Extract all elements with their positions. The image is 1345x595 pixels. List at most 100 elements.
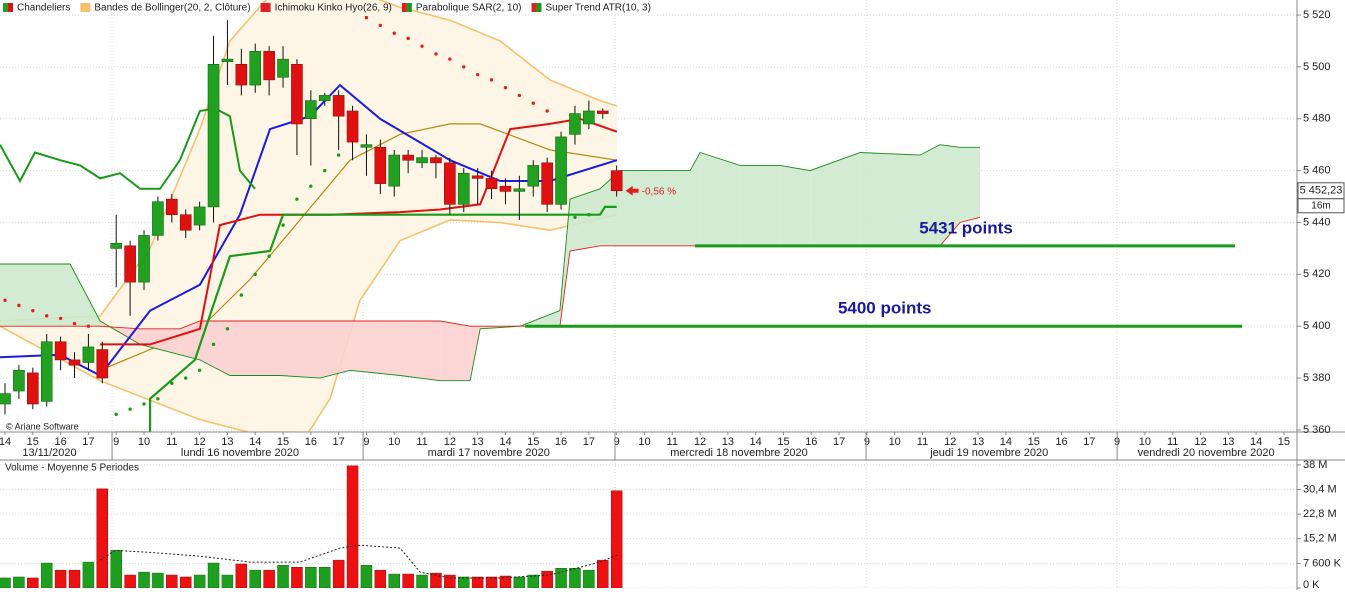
sar-dot (72, 321, 77, 326)
x-tick-label: 14 (0, 436, 11, 448)
candle-body (596, 110, 609, 114)
x-tick-label: 10 (1139, 436, 1151, 448)
sar-dot (45, 314, 49, 318)
legend-swatch (80, 3, 91, 12)
x-tick-label: 13 (722, 436, 734, 448)
cloud-fill (0, 263, 71, 327)
y-tick-label: 5 440 (1303, 216, 1331, 228)
volume-bar (82, 561, 95, 588)
legend-label: Parabolique SAR(2, 10) (416, 3, 522, 14)
y-tick-label: 5 380 (1303, 372, 1331, 384)
x-tick-label: 14 (750, 436, 762, 448)
candle-body (541, 162, 553, 205)
sar-dot (462, 65, 466, 69)
candle-body (96, 349, 109, 379)
cloud-fill (229, 321, 280, 376)
x-tick-label: 10 (638, 436, 650, 448)
band-upper (0, 0, 618, 322)
x-tick-label: 11 (416, 436, 427, 448)
y-tick-label: 7 600 K (1303, 557, 1342, 569)
candle-body (249, 51, 262, 86)
volume-title: Volume - Moyenne 5 Periodes (5, 463, 139, 474)
x-tick-label: 10 (388, 436, 400, 448)
y-tick-label: 0 K (1303, 579, 1320, 590)
candle-body (374, 146, 387, 184)
sar-dot (197, 368, 202, 372)
candle-body (82, 346, 95, 363)
volume-bar (458, 576, 470, 588)
candle-body (110, 242, 123, 249)
day-label: lundi 16 novembre 2020 (181, 447, 299, 459)
x-tick-label: 14 (1250, 436, 1262, 448)
candle-body (291, 64, 303, 125)
legend-label: Ichimoku Kinko Hyo(26, 9) (275, 3, 392, 14)
level-label: 5400 points (838, 299, 932, 318)
candle-body (27, 372, 39, 405)
day-label: 13/11/2020 (22, 447, 76, 459)
volume-bar (277, 565, 289, 588)
x-tick-label: 16 (1055, 436, 1067, 448)
candle-body (485, 178, 498, 190)
sar-dot (142, 402, 146, 406)
volume-bar (291, 567, 303, 588)
candle-body (527, 165, 540, 187)
legend-swatch (8, 3, 13, 12)
level-label: 5431 points (919, 218, 1013, 237)
cloud-fill (700, 152, 741, 246)
sar-dot (378, 23, 383, 28)
candle-body (457, 172, 470, 205)
sar-dot (323, 168, 327, 173)
sar-dot (114, 412, 118, 417)
x-tick-label: 17 (82, 436, 94, 448)
sar-dot (489, 78, 494, 82)
volume-bar (0, 577, 11, 588)
volume-bar (569, 567, 581, 588)
candle-body (40, 341, 53, 402)
sar-dot (3, 298, 7, 302)
cloud-fill (350, 321, 401, 376)
sar-dot (475, 72, 480, 77)
volume-bar (416, 574, 428, 588)
volume-bar (388, 573, 400, 588)
copyright: © Ariane Software (6, 421, 79, 431)
legend-swatch (401, 3, 407, 12)
x-tick-label: 13 (221, 436, 233, 448)
sar-dot (58, 316, 63, 321)
volume-bar (235, 563, 248, 588)
candle-body (346, 110, 359, 143)
volume-bar (527, 574, 540, 588)
candle-body (179, 214, 192, 231)
legend-swatch (531, 3, 537, 12)
y-tick-label: 30,4 M (1303, 483, 1337, 495)
volume-bar (430, 572, 442, 588)
candle-body (124, 245, 136, 283)
x-tick-label: 17 (333, 436, 345, 448)
x-tick-label: 16 (305, 436, 317, 448)
x-tick-label: 10 (138, 436, 150, 448)
y-tick-label: 5 500 (1303, 61, 1331, 73)
sar-dot (156, 397, 160, 401)
candle-body (360, 144, 373, 148)
sar-dot (587, 213, 591, 217)
volume-bar (402, 573, 414, 588)
x-tick-label: 12 (694, 436, 706, 448)
legend-swatch (406, 3, 412, 12)
super-trend (115, 205, 617, 432)
volume-bar (513, 576, 526, 588)
candle-body (277, 58, 289, 78)
candle-body (152, 201, 164, 236)
sar-dot (225, 327, 230, 331)
volume-bar (583, 569, 595, 588)
cloud-fill (960, 147, 981, 223)
x-tick-label: 17 (583, 436, 595, 448)
candle-body (583, 110, 595, 125)
volume-bar (193, 574, 206, 588)
sar-dot (267, 254, 271, 258)
x-tick-label: 16 (54, 436, 66, 448)
sar-dot (170, 381, 174, 385)
legend-label: Super Trend ATR(10, 3) (545, 3, 650, 14)
volume-bar (124, 574, 136, 588)
volume-bar (40, 562, 53, 588)
cloud-fill (780, 165, 811, 246)
